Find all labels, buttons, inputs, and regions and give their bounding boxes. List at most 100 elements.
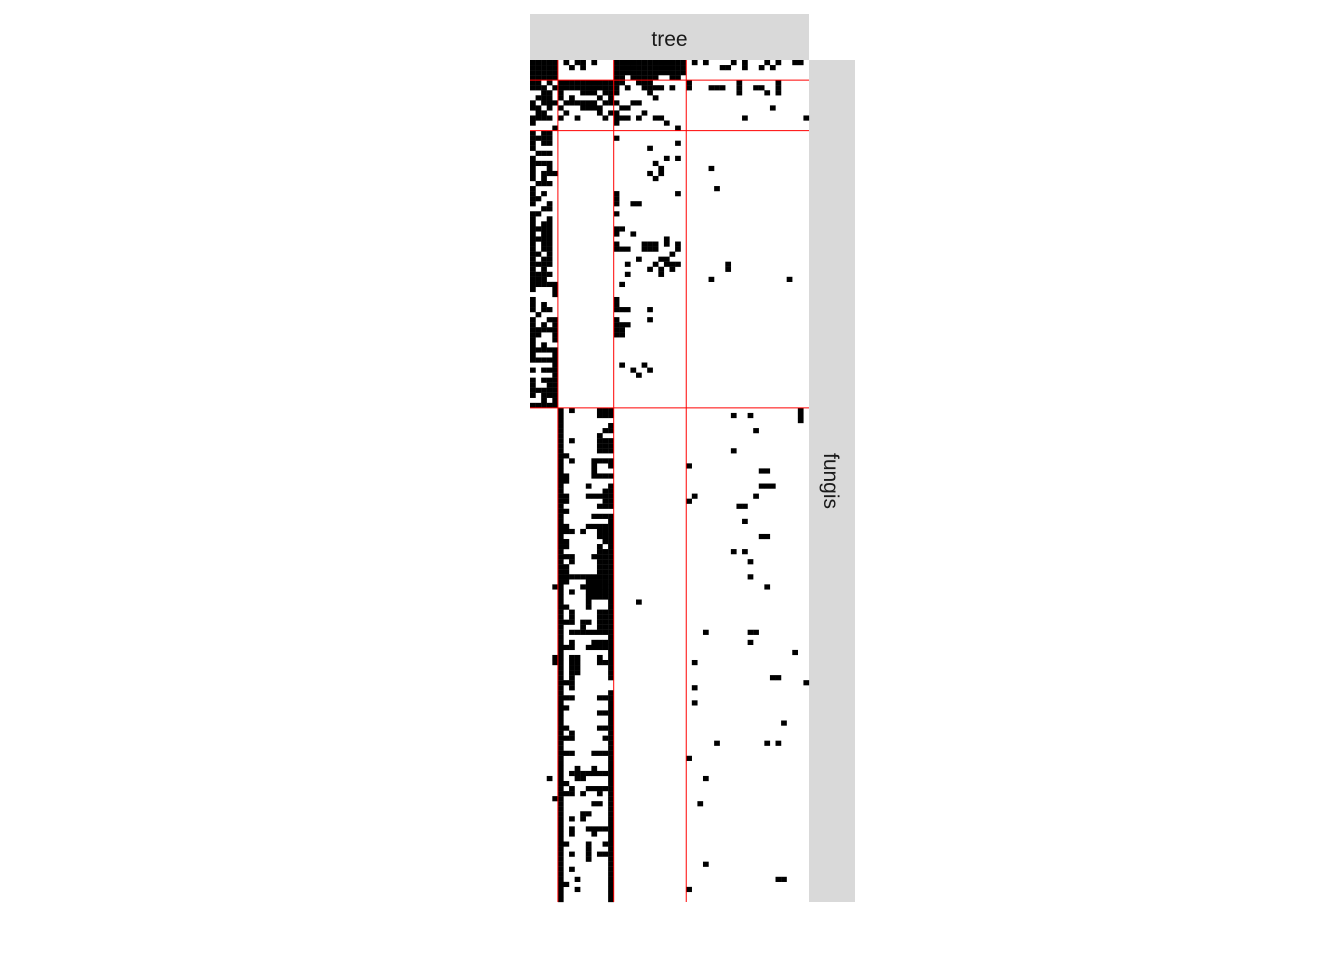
heatmap-cell <box>797 412 804 419</box>
heatmap-cell <box>669 85 676 91</box>
heatmap-cell <box>602 725 609 731</box>
heatmap-cell <box>530 105 536 111</box>
heatmap-cell <box>613 241 620 247</box>
heatmap-cell <box>530 120 536 126</box>
heatmap-cell <box>585 579 592 585</box>
heatmap-cell <box>541 100 547 106</box>
heatmap-cell <box>652 65 659 71</box>
heatmap-cell <box>608 100 614 106</box>
heatmap-cell <box>557 518 564 524</box>
heatmap-cell <box>546 231 553 237</box>
heatmap-cell <box>636 115 642 121</box>
heatmap-cell <box>652 85 659 91</box>
heatmap-cell <box>619 226 626 232</box>
heatmap-cell <box>781 876 787 882</box>
heatmap-cell <box>619 115 626 121</box>
heatmap-cell <box>602 100 609 106</box>
heatmap-cell <box>557 654 564 661</box>
heatmap-cell <box>764 740 771 746</box>
heatmap-cell <box>585 589 592 595</box>
heatmap-cell <box>652 75 659 81</box>
heatmap-cell <box>742 549 748 555</box>
heatmap-cell <box>624 105 631 111</box>
heatmap-cell <box>546 160 553 167</box>
heatmap-cell <box>596 624 603 630</box>
heatmap-cell <box>557 876 564 882</box>
heatmap-cell <box>596 412 603 419</box>
heatmap-cell <box>563 100 570 106</box>
heatmap-cell <box>619 105 626 111</box>
heatmap-cell <box>552 352 559 358</box>
heatmap-cell <box>602 448 609 454</box>
heatmap-cell <box>686 80 692 86</box>
heatmap-cell <box>736 90 743 96</box>
heatmap-cell <box>613 231 620 237</box>
heatmap-cell <box>563 695 570 701</box>
heatmap-cell <box>641 70 648 76</box>
heatmap-cell <box>669 261 676 267</box>
heatmap-cell <box>530 302 536 308</box>
heatmap-cell <box>624 261 631 267</box>
heatmap-cell <box>608 644 614 651</box>
heatmap-cell <box>546 150 553 156</box>
heatmap-cell <box>596 458 603 464</box>
heatmap-cell <box>714 85 720 91</box>
heatmap-cell <box>596 569 603 575</box>
heatmap-cell <box>619 70 626 76</box>
heatmap-cell <box>725 261 732 267</box>
heatmap-cell <box>557 826 564 832</box>
heatmap-cell <box>608 584 614 590</box>
heatmap-cell <box>541 392 547 398</box>
heatmap-cell <box>574 770 581 777</box>
heatmap-cell <box>552 85 559 91</box>
heatmap-cell <box>569 619 575 625</box>
heatmap-cell <box>764 468 771 474</box>
heatmap-cell <box>530 140 536 146</box>
heatmap-cell <box>563 538 570 545</box>
heatmap-cell <box>608 745 614 751</box>
heatmap-cell <box>557 786 564 792</box>
heatmap-cell <box>596 544 603 550</box>
heatmap-cell <box>613 307 620 313</box>
heatmap-cell <box>535 281 542 288</box>
heatmap-cell <box>585 85 592 91</box>
heatmap-cell <box>552 70 559 76</box>
heatmap-cell <box>591 574 598 580</box>
heatmap-cell <box>569 629 575 635</box>
heatmap-cell <box>596 791 603 797</box>
heatmap-cell <box>580 528 586 535</box>
heatmap-cell <box>563 750 570 756</box>
panel-background <box>530 60 809 902</box>
heatmap-cell <box>580 574 586 580</box>
heatmap-cell <box>563 453 570 459</box>
heatmap-cell <box>602 533 609 540</box>
column-strip <box>530 14 809 60</box>
heatmap-cell <box>608 629 614 635</box>
heatmap-cell <box>708 85 715 91</box>
heatmap-cell <box>546 75 553 81</box>
heatmap-cell <box>675 60 681 66</box>
heatmap-cell <box>602 574 609 580</box>
heatmap-cell <box>596 105 603 111</box>
heatmap-cell <box>585 846 592 852</box>
heatmap-cell <box>530 251 536 257</box>
heatmap-cell <box>546 135 553 141</box>
heatmap-cell <box>596 770 603 777</box>
heatmap-cell <box>557 770 564 777</box>
heatmap-cell <box>591 579 598 585</box>
heatmap-cell <box>647 90 653 96</box>
heatmap-cell <box>596 95 603 101</box>
heatmap-cell <box>530 402 536 409</box>
heatmap-cell <box>563 725 570 731</box>
heatmap-cell <box>541 70 547 76</box>
heatmap-cell <box>557 564 564 570</box>
heatmap-cell <box>574 775 581 782</box>
heatmap-cell <box>691 493 698 499</box>
heatmap-cell <box>608 735 614 741</box>
heatmap-cell <box>591 90 598 96</box>
heatmap-cell <box>602 750 609 756</box>
heatmap-cell <box>663 60 670 66</box>
heatmap-cell <box>596 644 603 651</box>
heatmap-cell <box>775 85 782 91</box>
heatmap-cell <box>541 160 547 167</box>
